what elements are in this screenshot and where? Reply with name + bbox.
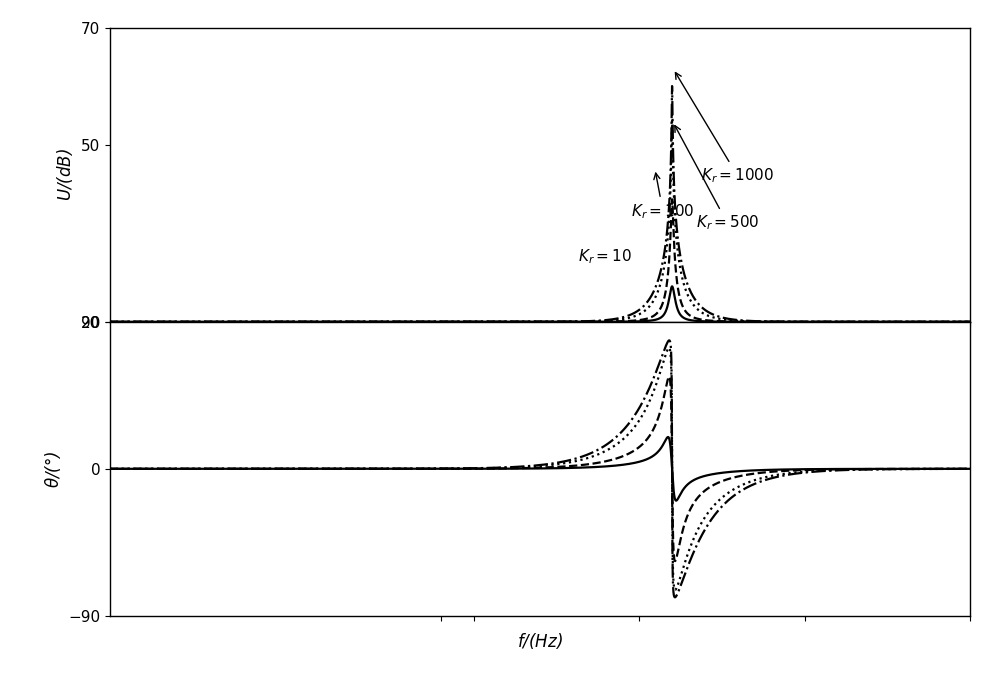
Text: $K_r=10$: $K_r=10$ — [578, 248, 631, 266]
Text: $K_r=1000$: $K_r=1000$ — [675, 73, 774, 185]
Text: $K_r=500$: $K_r=500$ — [675, 126, 759, 233]
X-axis label: $f$/(Hz): $f$/(Hz) — [517, 631, 563, 651]
Y-axis label: $\theta$/(°): $\theta$/(°) — [43, 450, 63, 488]
Text: $K_r=100$: $K_r=100$ — [631, 173, 695, 221]
Y-axis label: $U$/(dB): $U$/(dB) — [55, 148, 75, 201]
